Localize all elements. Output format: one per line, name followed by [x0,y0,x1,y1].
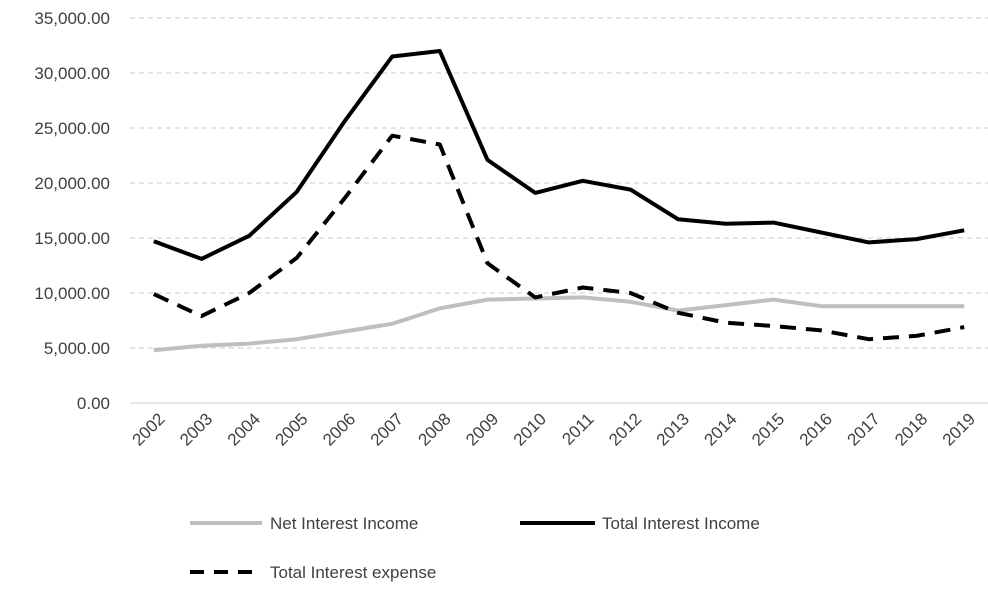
x-tick-label: 2010 [510,409,550,449]
series-line-total-interest-expense [152,133,965,342]
x-tick-label: 2009 [462,409,502,449]
y-axis-tick-labels: 0.00 5,000.00 10,000.00 15,000.00 20,000.00 2… [34,9,110,413]
x-axis-tick-labels: 2002 2003 2004 2005 2006 2007 2008 2009 2010 2011… [128,409,979,449]
x-tick-label: 2005 [271,409,311,449]
x-tick-label: 2008 [414,409,454,449]
legend-item-total-interest-income: Total Interest Income [520,514,760,533]
y-tick-label: 25,000.00 [34,119,110,138]
x-tick-label: 2019 [939,409,979,449]
y-tick-label: 30,000.00 [34,64,110,83]
x-tick-label: 2017 [843,409,883,449]
legend-item-total-interest-expense: Total Interest expense [190,563,436,582]
x-tick-label: 2006 [319,409,359,449]
y-tick-label: 10,000.00 [34,284,110,303]
x-tick-label: 2011 [558,409,597,448]
x-tick-label: 2016 [796,409,836,449]
y-tick-label: 0.00 [77,394,110,413]
y-tick-label: 5,000.00 [44,339,110,358]
y-tick-label: 15,000.00 [34,229,110,248]
x-tick-label: 2015 [748,409,788,449]
x-tick-label: 2012 [605,409,645,449]
series-line-net-interest-income [153,295,965,353]
x-tick-label: 2018 [891,409,931,449]
x-tick-label: 2003 [176,409,216,449]
x-tick-label: 2004 [224,409,264,449]
legend-label-total-interest-expense: Total Interest expense [270,563,436,582]
series-lines [152,49,965,353]
legend: Net Interest Income Total Interest Incom… [190,514,760,582]
y-tick-label: 35,000.00 [34,9,110,28]
legend-label-total-interest-income: Total Interest Income [602,514,760,533]
x-tick-label: 2007 [367,409,407,449]
legend-label-net-interest-income: Net Interest Income [270,514,418,533]
x-tick-label: 2013 [653,409,693,449]
y-tick-label: 20,000.00 [34,174,110,193]
x-tick-label: 2014 [700,409,740,449]
legend-item-net-interest-income: Net Interest Income [190,514,418,533]
x-tick-label: 2002 [128,409,168,449]
series-line-total-interest-income [153,49,965,261]
